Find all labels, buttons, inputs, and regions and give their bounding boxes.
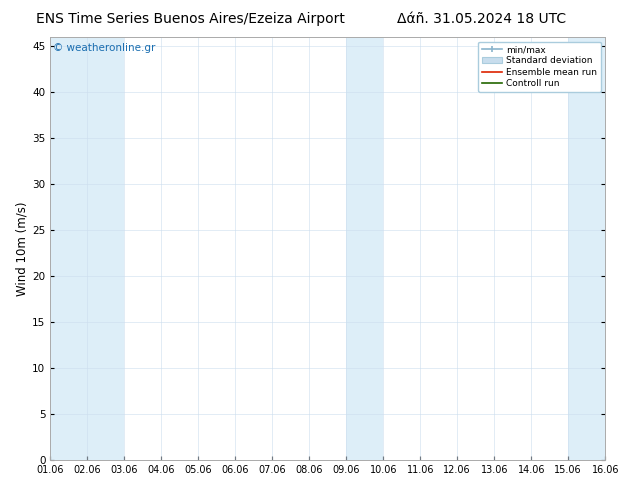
Legend: min/max, Standard deviation, Ensemble mean run, Controll run: min/max, Standard deviation, Ensemble me… (478, 42, 601, 92)
Y-axis label: Wind 10m (m/s): Wind 10m (m/s) (15, 201, 28, 296)
Bar (568, 37, 605, 460)
Text: Δάñ. 31.05.2024 18 UTC: Δάñ. 31.05.2024 18 UTC (398, 12, 566, 26)
Bar (346, 37, 384, 460)
Text: © weatheronline.gr: © weatheronline.gr (53, 44, 155, 53)
Text: ENS Time Series Buenos Aires/Ezeiza Airport: ENS Time Series Buenos Aires/Ezeiza Airp… (36, 12, 345, 26)
Bar (50, 37, 124, 460)
